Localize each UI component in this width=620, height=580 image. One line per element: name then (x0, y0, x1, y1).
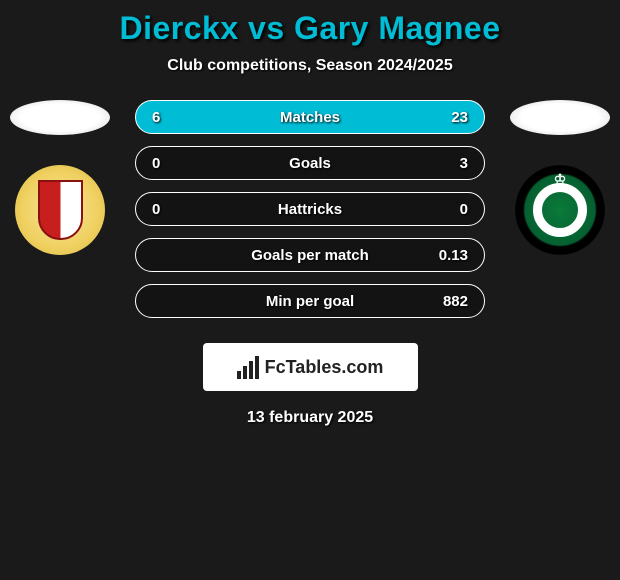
stat-left-value: 6 (152, 109, 182, 126)
player-avatar-right (510, 100, 610, 135)
brand-text: FcTables.com (265, 357, 384, 378)
stat-left-value: 0 (152, 155, 182, 172)
stat-row: 0 Goals 3 (135, 146, 485, 180)
stat-row: 0 Hattricks 0 (135, 192, 485, 226)
club-ring-icon (533, 183, 587, 237)
stat-row: 6 Matches 23 (135, 100, 485, 134)
stat-label: Matches (280, 109, 340, 126)
stat-right-value: 882 (438, 293, 468, 310)
stat-left-value: 0 (152, 201, 182, 218)
stat-row: Min per goal 882 (135, 284, 485, 318)
brand-box: FcTables.com (203, 343, 418, 391)
stat-right-value: 23 (438, 109, 468, 126)
club-logo-left (15, 165, 105, 255)
stat-label: Hattricks (278, 201, 342, 218)
player-avatar-left (10, 100, 110, 135)
left-player-col (10, 100, 110, 255)
stat-label: Min per goal (266, 293, 354, 310)
club-logo-right: ♔ (515, 165, 605, 255)
stat-right-value: 0 (438, 201, 468, 218)
comparison-card: Dierckx vs Gary Magnee Club competitions… (0, 0, 620, 427)
content-row: 6 Matches 23 0 Goals 3 0 Hattricks 0 Goals per ma… (0, 100, 620, 318)
stat-row: Goals per match 0.13 (135, 238, 485, 272)
stats-column: 6 Matches 23 0 Goals 3 0 Hattricks 0 Goals per ma… (135, 100, 485, 318)
bar-chart-icon (237, 356, 259, 379)
subtitle: Club competitions, Season 2024/2025 (167, 57, 452, 75)
page-title: Dierckx vs Gary Magnee (120, 10, 501, 47)
stat-label: Goals (289, 155, 331, 172)
right-player-col: ♔ (510, 100, 610, 255)
date-label: 13 february 2025 (247, 409, 373, 427)
stat-right-value: 0.13 (438, 247, 468, 264)
club-shield-icon (38, 180, 83, 240)
stat-label: Goals per match (251, 247, 369, 264)
stat-right-value: 3 (438, 155, 468, 172)
